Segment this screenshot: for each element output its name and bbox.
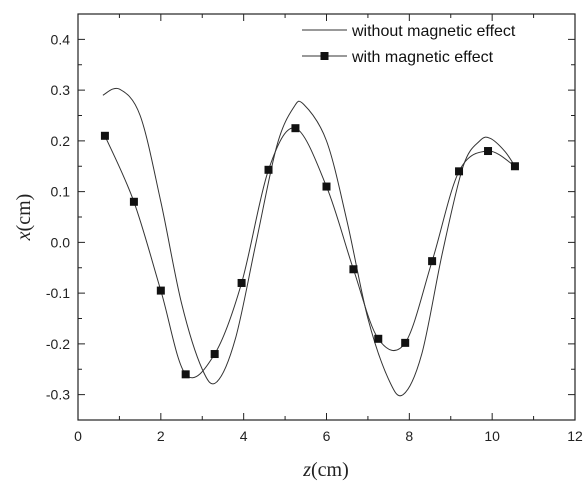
plot-frame (77, 13, 576, 421)
y-tick-label: 0.2 (51, 133, 71, 149)
data-point (455, 167, 464, 176)
y-tick-label: 0.0 (51, 234, 71, 250)
data-point (210, 350, 219, 359)
series-line-1 (104, 127, 516, 379)
data-point (291, 124, 300, 133)
legend-marker-with-magnetic-effect (320, 52, 329, 60)
data-point (484, 147, 493, 156)
legend-label-without-magnetic-effect: without magnetic effect (351, 23, 516, 40)
data-point (237, 278, 246, 287)
legend: without magnetic effect with magnetic ef… (302, 23, 516, 66)
y-axis-unit: (cm) (13, 194, 35, 232)
y-tick-label: -0.2 (46, 336, 70, 352)
legend-label-with-magnetic-effect: with magnetic effect (351, 49, 494, 66)
data-point (264, 165, 273, 174)
y-tick-label: -0.3 (46, 387, 70, 403)
data-point (322, 182, 331, 191)
y-tick-label: 0.1 (51, 184, 71, 200)
data-point (428, 257, 437, 266)
y-tick-label: 0.3 (51, 82, 71, 98)
x-axis-variable: z (302, 459, 311, 481)
y-axis: -0.3 -0.2 -0.1 0.0 0.1 0.2 0.3 0.4 (46, 31, 575, 403)
y-tick-label: -0.1 (46, 285, 70, 301)
x-tick-label: 10 (484, 428, 500, 444)
data-point (510, 162, 519, 171)
series-line-0 (102, 87, 516, 397)
x-tick-label: 6 (323, 428, 331, 444)
series-layer (100, 87, 519, 397)
x-axis: 0 2 4 6 8 10 12 (74, 14, 583, 444)
data-point (181, 370, 190, 379)
x-tick-label: 0 (74, 428, 82, 444)
x-tick-label: 8 (405, 428, 413, 444)
x-axis-title: z(cm) (302, 459, 349, 481)
y-tick-label: 0.4 (51, 31, 71, 47)
x-tick-label: 12 (567, 428, 583, 444)
y-axis-variable: x (13, 231, 35, 241)
x-tick-label: 4 (240, 428, 248, 444)
data-point (349, 265, 358, 274)
data-point (374, 334, 383, 343)
x-axis-unit: (cm) (311, 459, 349, 481)
data-point (401, 338, 410, 347)
y-axis-title: x(cm) (13, 194, 35, 242)
data-point (129, 197, 138, 206)
data-point (156, 286, 165, 295)
data-point (100, 131, 109, 140)
x-tick-label: 2 (157, 428, 165, 444)
